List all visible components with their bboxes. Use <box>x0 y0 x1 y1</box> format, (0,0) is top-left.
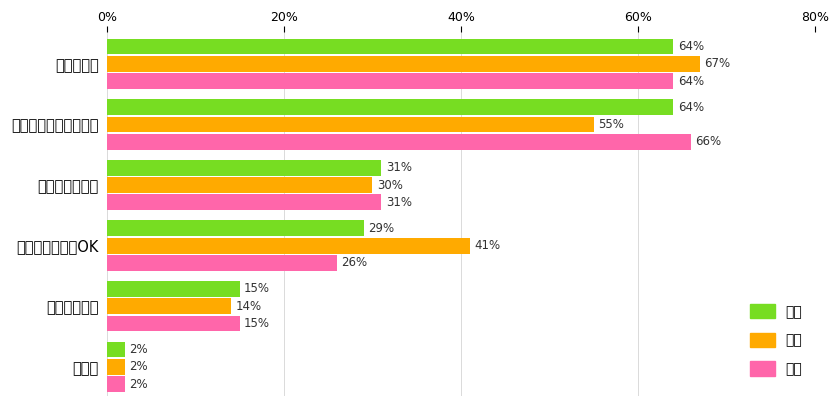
Text: 67%: 67% <box>704 57 731 70</box>
Text: 29%: 29% <box>368 222 394 235</box>
Bar <box>107 134 691 150</box>
Bar <box>107 195 381 210</box>
Bar <box>107 238 470 254</box>
Text: 15%: 15% <box>244 282 270 295</box>
Bar <box>107 99 674 115</box>
Text: 2%: 2% <box>129 360 148 373</box>
Text: 2%: 2% <box>129 343 148 356</box>
Text: 31%: 31% <box>386 196 412 209</box>
Text: 26%: 26% <box>341 256 368 269</box>
Text: 64%: 64% <box>678 75 704 88</box>
Text: 55%: 55% <box>598 118 624 131</box>
Legend: 全体, 男性, 女性: 全体, 男性, 女性 <box>744 298 808 382</box>
Bar <box>107 73 674 89</box>
Text: 15%: 15% <box>244 317 270 330</box>
Text: 2%: 2% <box>129 378 148 391</box>
Text: 41%: 41% <box>475 239 501 252</box>
Bar <box>107 281 239 297</box>
Text: 64%: 64% <box>678 101 704 114</box>
Bar <box>107 56 700 72</box>
Text: 14%: 14% <box>235 300 261 313</box>
Text: 31%: 31% <box>386 161 412 174</box>
Text: 30%: 30% <box>377 179 402 192</box>
Bar <box>107 255 337 271</box>
Text: 64%: 64% <box>678 40 704 53</box>
Bar <box>107 376 124 392</box>
Bar <box>107 341 124 357</box>
Bar <box>107 177 372 193</box>
Bar <box>107 221 364 236</box>
Bar <box>107 117 594 132</box>
Text: 66%: 66% <box>696 135 722 148</box>
Bar <box>107 39 674 55</box>
Bar <box>107 160 381 175</box>
Bar <box>107 359 124 375</box>
Bar <box>107 316 239 331</box>
Bar <box>107 298 231 314</box>
